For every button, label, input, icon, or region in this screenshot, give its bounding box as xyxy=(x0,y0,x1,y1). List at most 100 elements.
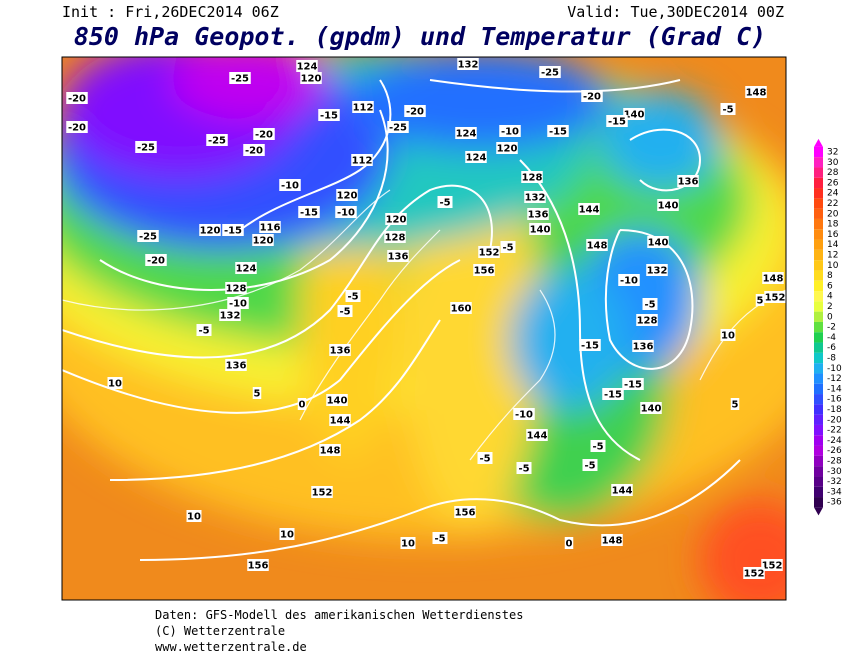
contour-label: 136 xyxy=(528,210,549,221)
contour-label-box xyxy=(636,314,658,326)
contour-label: 144 xyxy=(527,431,548,442)
contour-label-box xyxy=(720,329,736,341)
colorbar-label: 4 xyxy=(827,292,833,302)
contour-label-box xyxy=(539,66,561,78)
contour-label-box xyxy=(145,254,167,266)
contour-label-box xyxy=(646,264,668,276)
colorbar-label: 32 xyxy=(827,148,838,158)
colorbar-swatch xyxy=(814,486,823,498)
contour-label: -5 xyxy=(592,442,603,453)
contour-label-box xyxy=(579,339,601,351)
colorbar-swatch xyxy=(814,342,823,353)
contour-label-box xyxy=(521,171,543,183)
contour-label: 148 xyxy=(763,274,784,285)
contour-label: -25 xyxy=(231,74,249,85)
contour-label: -20 xyxy=(68,94,86,105)
contour-label: 152 xyxy=(744,569,765,580)
contour-label-box xyxy=(279,528,295,540)
contour-label: 144 xyxy=(612,486,633,497)
contour-label: -5 xyxy=(644,300,655,311)
map xyxy=(62,57,786,600)
contour-label: -20 xyxy=(147,256,165,267)
contour-label-box xyxy=(611,484,633,496)
contour-label-box xyxy=(499,125,521,137)
colorbar-label: 30 xyxy=(827,158,839,168)
colorbar-swatch xyxy=(814,373,823,384)
contour-label: 144 xyxy=(330,416,351,427)
contour-label-box xyxy=(762,272,784,284)
contour-label-box xyxy=(296,60,318,72)
contour-label-box xyxy=(135,141,157,153)
contour-label-box xyxy=(465,151,487,163)
contour-label-box xyxy=(457,58,479,70)
contour-label-box xyxy=(677,175,699,187)
contour-label-box xyxy=(298,206,320,218)
contour-label-box xyxy=(247,559,269,571)
contour-label-box xyxy=(477,452,493,464)
contour-label-box xyxy=(450,302,472,314)
contour-label-box xyxy=(404,105,426,117)
colorbar-swatch xyxy=(814,280,823,292)
contour-label: -5 xyxy=(722,105,733,116)
contour-label: 132 xyxy=(525,193,546,204)
colorbar-label: -32 xyxy=(827,477,842,487)
contour-label-box xyxy=(329,344,351,356)
contour-label: 120 xyxy=(200,226,221,237)
contour-label-box xyxy=(547,125,569,137)
colorbar-label: 28 xyxy=(827,168,839,178)
contour-label-box xyxy=(199,224,221,236)
colorbar-label: -12 xyxy=(827,374,842,384)
contour-label-box xyxy=(279,179,301,191)
contour-label-box xyxy=(632,340,654,352)
contour-label-box xyxy=(606,115,628,127)
contour-label-box xyxy=(387,250,409,262)
contour-label-box xyxy=(564,537,574,549)
colorbar-label: 22 xyxy=(827,199,838,209)
contour-label: 140 xyxy=(641,404,662,415)
colorbar-label: 6 xyxy=(827,281,833,291)
contour-label-box xyxy=(319,444,341,456)
colorbar-swatch xyxy=(814,177,823,189)
colorbar-swatch xyxy=(814,157,823,168)
contour-label: 10 xyxy=(401,539,415,550)
colorbar-label: 8 xyxy=(827,271,833,281)
contour-label: 136 xyxy=(678,177,699,188)
colorbar-label: 20 xyxy=(827,209,839,219)
contour-label-box xyxy=(235,262,257,274)
contour-label: 140 xyxy=(530,225,551,236)
contour-label: -20 xyxy=(583,92,601,103)
contour-label-box xyxy=(337,305,353,317)
contour-label: 140 xyxy=(658,201,679,212)
contour-label-box xyxy=(526,429,548,441)
contour-label-box xyxy=(300,72,322,84)
contour-label-box xyxy=(335,206,357,218)
contour-label-box xyxy=(318,109,340,121)
contour-label-box xyxy=(743,567,765,579)
contour-label: 144 xyxy=(579,205,600,216)
colorbar-label: 16 xyxy=(827,230,839,240)
colorbar-label: 10 xyxy=(827,261,839,271)
map-title: 850 hPa Geopot. (gpdm) und Temperatur (G… xyxy=(74,22,766,51)
contour-label: 0 xyxy=(299,400,306,411)
colorbar-label: -34 xyxy=(827,487,842,497)
contour-label-box xyxy=(400,537,416,549)
contour-label-box xyxy=(586,239,608,251)
contour-label: 148 xyxy=(746,88,767,99)
init-time: Init : Fri,26DEC2014 06Z xyxy=(62,3,279,21)
contour-label-box xyxy=(642,298,658,310)
contour-label: 156 xyxy=(248,561,269,572)
contour-label: 112 xyxy=(353,103,374,114)
contour-label: 124 xyxy=(466,153,487,164)
contour-label: 5 xyxy=(732,400,739,411)
contour-label: 140 xyxy=(624,110,645,121)
colorbar-swatch xyxy=(814,198,823,209)
contour-label-box xyxy=(478,246,500,258)
contour-label: 10 xyxy=(108,379,122,390)
colorbar-label: -6 xyxy=(827,343,836,353)
colorbar: 32302826242220181614121086420-2-4-6-8-10… xyxy=(814,138,842,516)
contour-label: 156 xyxy=(455,508,476,519)
valid-time: Valid: Tue,30DEC2014 00Z xyxy=(567,3,784,21)
colorbar-swatch xyxy=(814,332,823,343)
contour-label: -25 xyxy=(389,123,407,134)
